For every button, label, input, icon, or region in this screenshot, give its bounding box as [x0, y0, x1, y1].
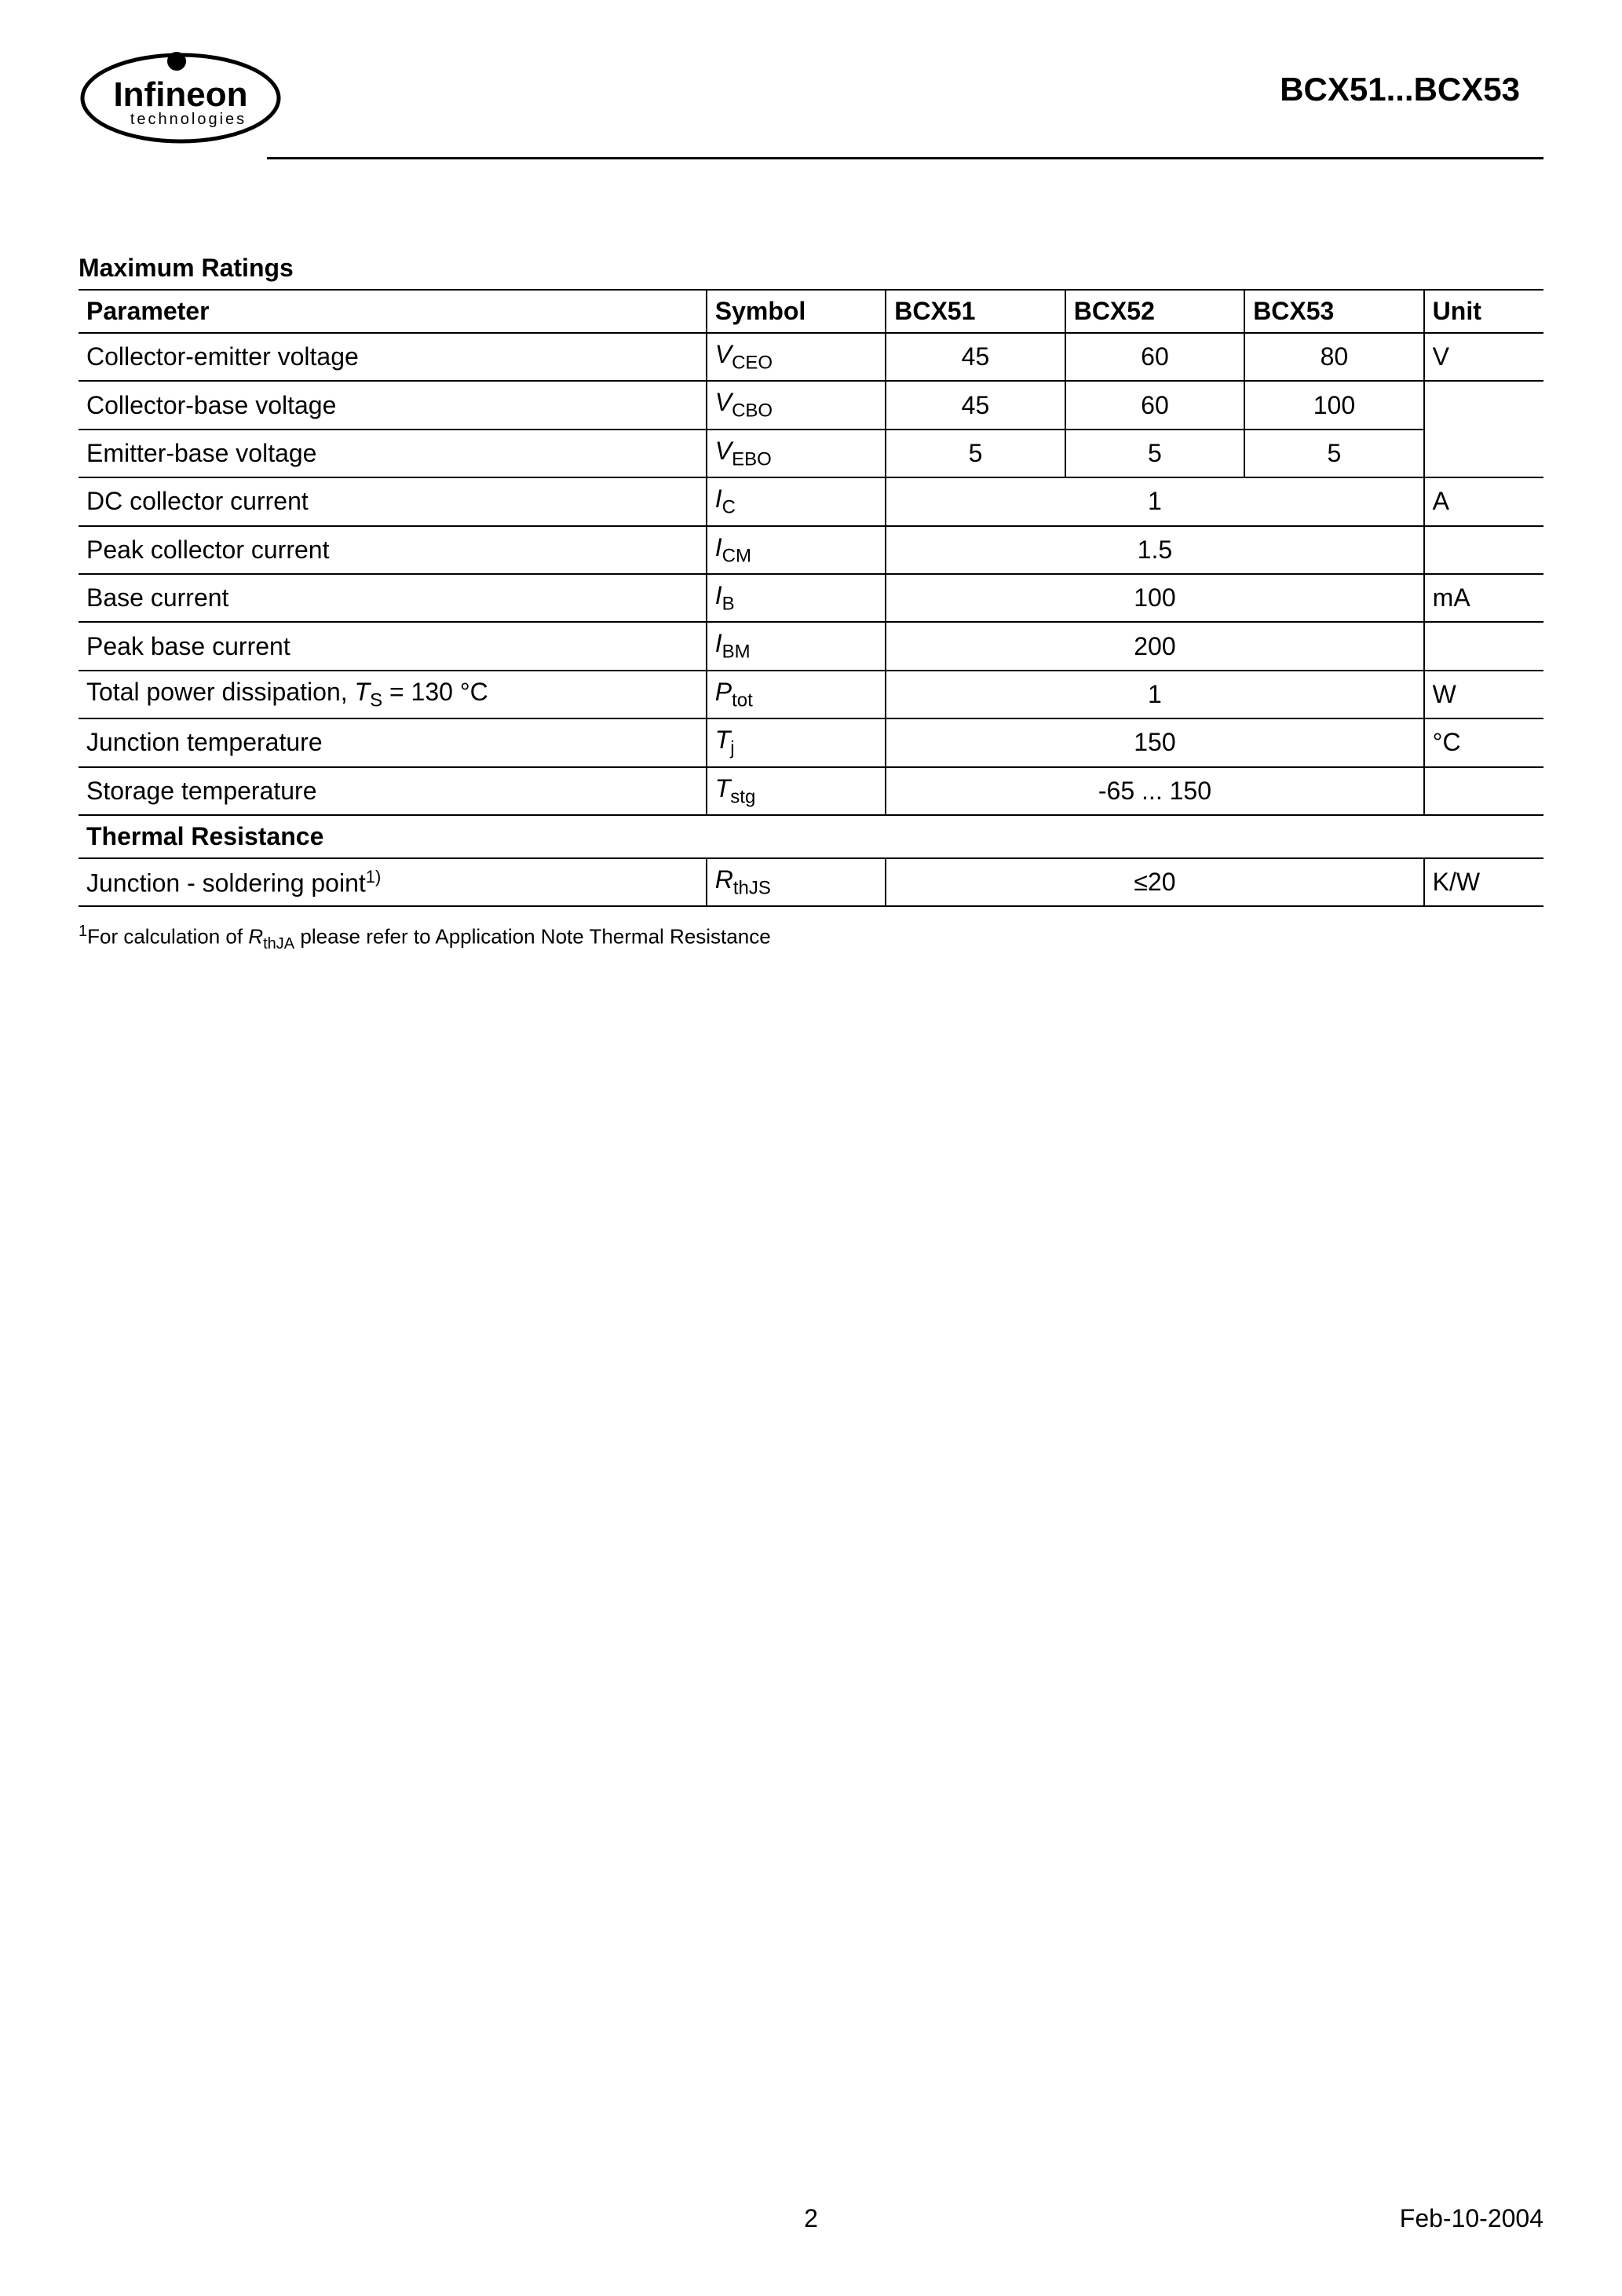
cell-symbol: RthJS [707, 858, 886, 906]
cell-parameter: DC collector current [79, 477, 707, 525]
cell-symbol: Ptot [707, 671, 886, 718]
product-title: BCX51...BCX53 [1280, 71, 1520, 108]
cell-symbol: Tstg [707, 767, 886, 815]
cell-symbol: IB [707, 574, 886, 622]
cell-parameter: Collector-emitter voltage [79, 333, 707, 381]
cell-symbol: IC [707, 477, 886, 525]
table-header-row: Parameter Symbol BCX51 BCX52 BCX53 Unit [79, 290, 1543, 333]
cell-value: 1 [886, 477, 1423, 525]
cell-parameter: Peak base current [79, 622, 707, 670]
table-row: Emitter-base voltage VEBO 5 5 5 [79, 430, 1543, 477]
cell-symbol: ICM [707, 526, 886, 574]
cell-value: 200 [886, 622, 1423, 670]
section-row-thermal-resistance: Thermal Resistance [79, 815, 1543, 858]
table-row: Base current IB 100 mA [79, 574, 1543, 622]
table-row: Total power dissipation, TS = 130 °C Pto… [79, 671, 1543, 718]
cell-symbol: VCEO [707, 333, 886, 381]
cell-parameter: Collector-base voltage [79, 381, 707, 429]
cell-unit: °C [1424, 718, 1543, 766]
cell-value: 1.5 [886, 526, 1423, 574]
col-header-bcx52: BCX52 [1065, 290, 1244, 333]
cell-value: 5 [886, 430, 1065, 477]
footer-date: Feb-10-2004 [1400, 2204, 1543, 2233]
cell-value: 5 [1244, 430, 1423, 477]
cell-value: 45 [886, 333, 1065, 381]
page-footer: 2 Feb-10-2004 [79, 2204, 1543, 2233]
col-header-parameter: Parameter [79, 290, 707, 333]
cell-unit [1424, 381, 1543, 429]
cell-parameter: Total power dissipation, TS = 130 °C [79, 671, 707, 718]
section-title-maximum-ratings: Maximum Ratings [79, 254, 1543, 283]
table-row: Peak base current IBM 200 [79, 622, 1543, 670]
cell-parameter: Peak collector current [79, 526, 707, 574]
cell-parameter: Emitter-base voltage [79, 430, 707, 477]
cell-unit [1424, 430, 1543, 477]
table-row: Collector-base voltage VCBO 45 60 100 [79, 381, 1543, 429]
cell-symbol: Tj [707, 718, 886, 766]
infineon-logo-icon: Infineon technologies [79, 47, 283, 149]
table-row: Collector-emitter voltage VCEO 45 60 80 … [79, 333, 1543, 381]
logo: Infineon technologies [79, 47, 283, 149]
cell-value: 80 [1244, 333, 1423, 381]
cell-symbol: IBM [707, 622, 886, 670]
cell-unit: W [1424, 671, 1543, 718]
section-title-thermal-resistance: Thermal Resistance [79, 815, 1543, 858]
table-row: DC collector current IC 1 A [79, 477, 1543, 525]
cell-unit [1424, 767, 1543, 815]
cell-unit: V [1424, 333, 1543, 381]
cell-value: 45 [886, 381, 1065, 429]
cell-value: -65 ... 150 [886, 767, 1423, 815]
cell-value: ≤20 [886, 858, 1423, 906]
cell-value: 5 [1065, 430, 1244, 477]
cell-unit: A [1424, 477, 1543, 525]
ratings-table: Parameter Symbol BCX51 BCX52 BCX53 Unit … [79, 289, 1543, 907]
page-number: 2 [804, 2204, 818, 2233]
cell-symbol: VEBO [707, 430, 886, 477]
svg-text:technologies: technologies [130, 111, 247, 128]
cell-parameter: Storage temperature [79, 767, 707, 815]
cell-unit: mA [1424, 574, 1543, 622]
cell-parameter: Junction - soldering point1) [79, 858, 707, 906]
cell-value: 150 [886, 718, 1423, 766]
cell-unit [1424, 622, 1543, 670]
col-header-bcx51: BCX51 [886, 290, 1065, 333]
table-row: Peak collector current ICM 1.5 [79, 526, 1543, 574]
cell-parameter: Junction temperature [79, 718, 707, 766]
cell-value: 60 [1065, 381, 1244, 429]
footnote: 1For calculation of RthJA please refer t… [79, 923, 1543, 953]
cell-symbol: VCBO [707, 381, 886, 429]
svg-text:Infineon: Infineon [113, 75, 247, 114]
table-row: Junction temperature Tj 150 °C [79, 718, 1543, 766]
table-row: Junction - soldering point1) RthJS ≤20 K… [79, 858, 1543, 906]
cell-value: 100 [886, 574, 1423, 622]
cell-value: 60 [1065, 333, 1244, 381]
col-header-bcx53: BCX53 [1244, 290, 1423, 333]
col-header-symbol: Symbol [707, 290, 886, 333]
page-header: Infineon technologies BCX51...BCX53 [79, 47, 1543, 149]
header-divider [267, 157, 1543, 159]
cell-value: 100 [1244, 381, 1423, 429]
cell-unit [1424, 526, 1543, 574]
cell-parameter: Base current [79, 574, 707, 622]
table-row: Storage temperature Tstg -65 ... 150 [79, 767, 1543, 815]
cell-unit: K/W [1424, 858, 1543, 906]
cell-value: 1 [886, 671, 1423, 718]
col-header-unit: Unit [1424, 290, 1543, 333]
